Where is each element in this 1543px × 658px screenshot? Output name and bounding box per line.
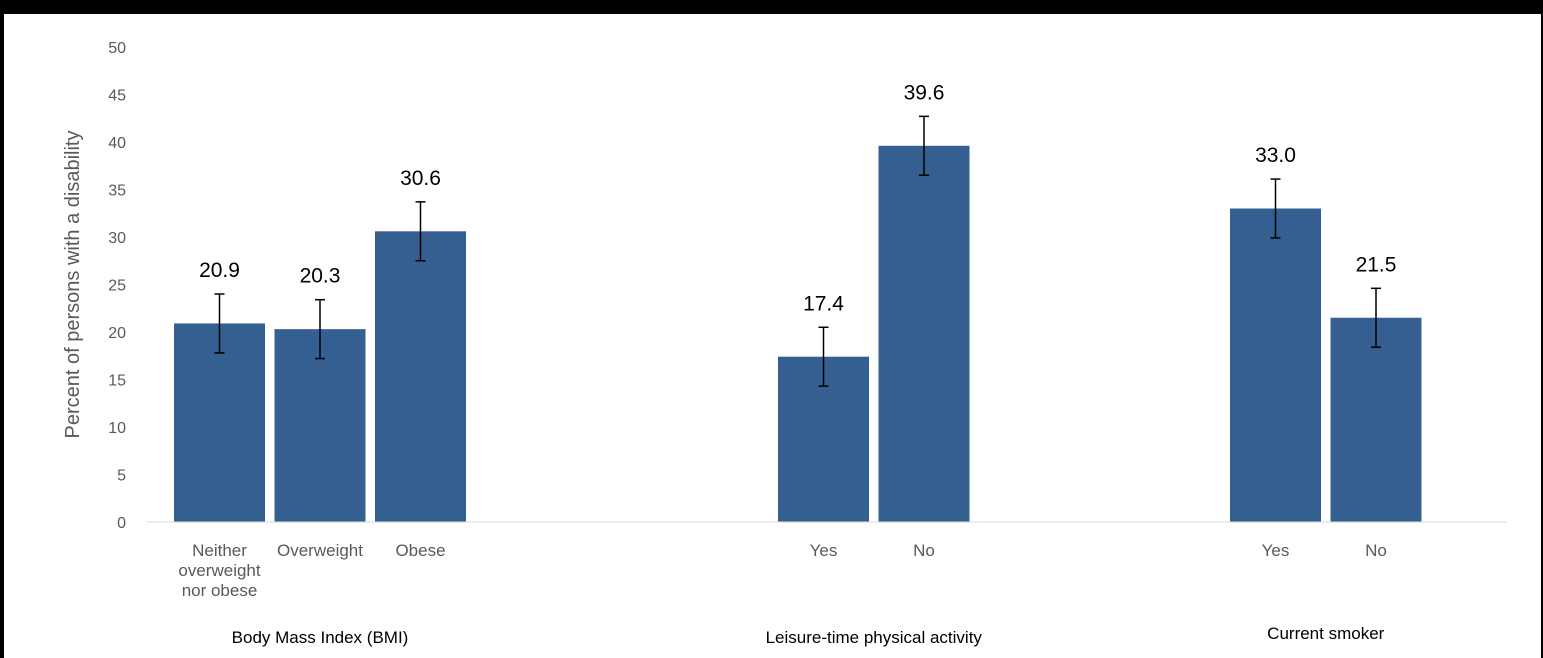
data-label: 20.3 <box>300 265 341 288</box>
x-tick-label: Obese <box>395 541 445 560</box>
y-tick-label: 25 <box>108 278 126 295</box>
y-tick-label: 50 <box>108 40 126 57</box>
group-label: Body Mass Index (BMI) <box>232 628 409 647</box>
y-tick-label: 30 <box>108 230 126 247</box>
data-label: 30.6 <box>400 167 441 190</box>
y-tick-label: 10 <box>108 420 126 437</box>
x-tick-label: No <box>913 541 935 560</box>
x-tick-label: Yes <box>1262 541 1290 560</box>
data-label: 33.0 <box>1255 144 1296 167</box>
data-label: 17.4 <box>803 292 844 315</box>
y-tick-label: 0 <box>117 515 126 532</box>
y-tick-label: 15 <box>108 373 126 390</box>
x-tick-label: Yes <box>810 541 838 560</box>
y-tick-label: 20 <box>108 325 126 342</box>
data-label: 20.9 <box>199 259 240 282</box>
x-tick-label: No <box>1365 541 1387 560</box>
y-axis-title: Percent of persons with a disability <box>62 131 84 439</box>
bar <box>1230 208 1321 522</box>
bar-chart: 0 5 10 15 20 25 30 35 40 45 50 20.9 20.3 30.6 17.4 39.… <box>62 40 1506 647</box>
y-axis: 0 5 10 15 20 25 30 35 40 45 50 <box>108 40 126 532</box>
bar <box>878 145 970 523</box>
bar <box>174 323 265 522</box>
chart-frame: 0 5 10 15 20 25 30 35 40 45 50 20.9 20.3 30.6 17.4 39.… <box>4 14 1541 658</box>
group-label: Leisure-time physical activity <box>766 628 983 647</box>
x-axis: Neither overweight nor obese Overweight Obes… <box>147 521 1506 647</box>
bars: 20.9 20.3 30.6 17.4 39.6 33.0 21.5 <box>174 81 1422 523</box>
bar <box>1330 317 1422 522</box>
y-tick-label: 5 <box>117 468 126 485</box>
x-tick-label: Neither overweight nor obese <box>178 541 260 600</box>
group-label: Current smoker <box>1267 624 1384 643</box>
bar <box>274 329 366 522</box>
y-tick-label: 35 <box>108 183 126 200</box>
data-label: 39.6 <box>904 81 945 104</box>
y-tick-label: 40 <box>108 135 126 152</box>
x-tick-label: Overweight <box>277 541 363 560</box>
data-label: 21.5 <box>1356 253 1397 276</box>
bar <box>375 231 466 523</box>
y-tick-label: 45 <box>108 88 126 105</box>
